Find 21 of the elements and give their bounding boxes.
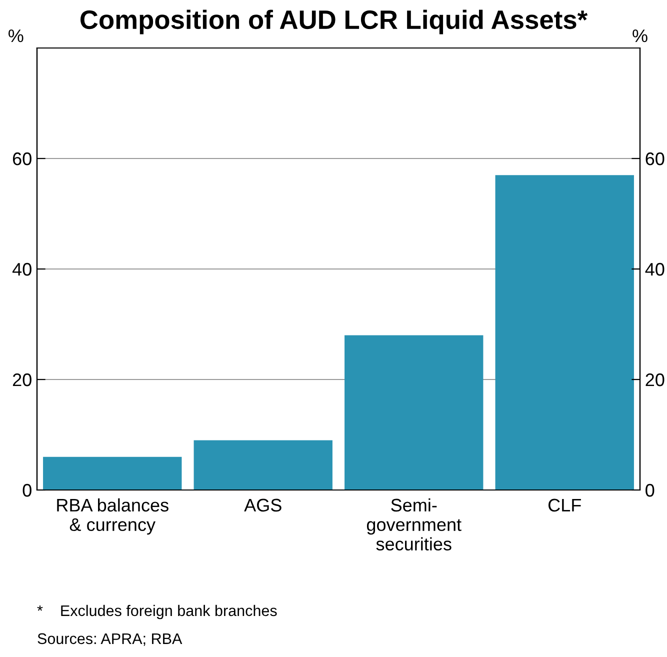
y-tick-label: 0 (22, 484, 32, 497)
source-note: Sources: APRA; RBA (38, 633, 182, 646)
bar (344, 335, 484, 490)
y2-axis-title: % (632, 30, 648, 42)
x-tick-label: Semi- government securities (366, 498, 462, 550)
text: * Excludes foreign bank branches (37, 604, 277, 620)
y-axis-title: % (8, 30, 24, 42)
x-tick-label: AGS (244, 498, 282, 512)
y-tick-label: 20 (12, 373, 32, 386)
y2-tick-label: 60 (646, 152, 664, 166)
y2-tick-label: 40 (645, 262, 664, 276)
y-tick-label: 60 (12, 152, 32, 166)
y2-tick-label: 0 (646, 484, 654, 497)
bar (43, 456, 182, 490)
bar (495, 175, 634, 490)
y-tick-label: 40 (12, 262, 32, 276)
x-tick-label: CLF (548, 498, 581, 512)
bar (194, 440, 332, 490)
y2-tick-label: 20 (646, 373, 664, 386)
chart-title: Composition of AUD LCR Liquid Assets* (80, 10, 588, 34)
x-tick-label: RBA balances & currency (57, 498, 168, 535)
